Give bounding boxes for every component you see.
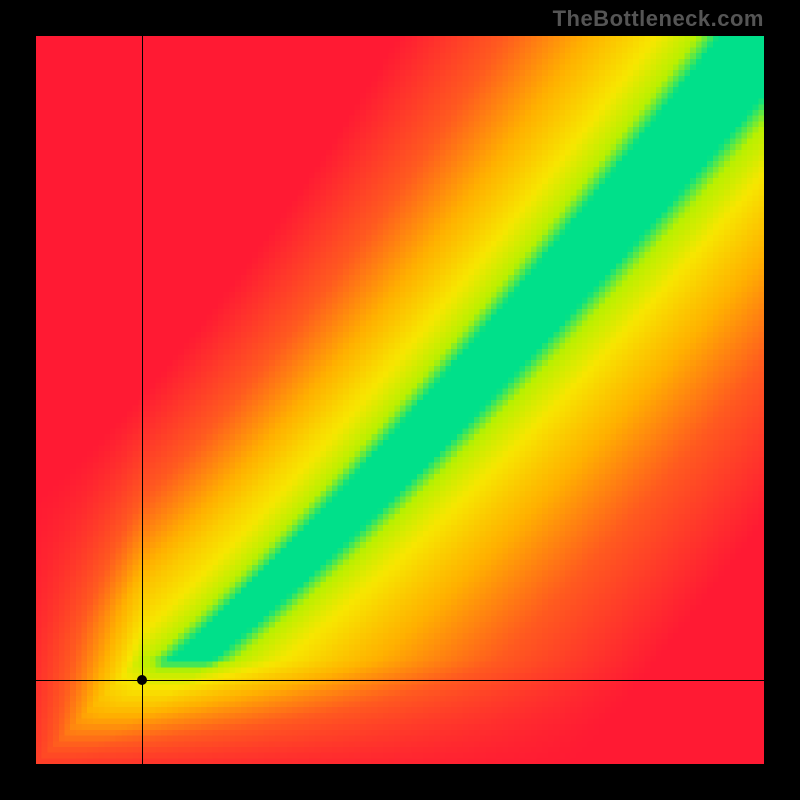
bottleneck-heatmap [36, 36, 764, 764]
crosshair-vertical [142, 36, 143, 764]
chart-frame: TheBottleneck.com [0, 0, 800, 800]
crosshair-marker [137, 675, 147, 685]
watermark-label: TheBottleneck.com [553, 6, 764, 32]
